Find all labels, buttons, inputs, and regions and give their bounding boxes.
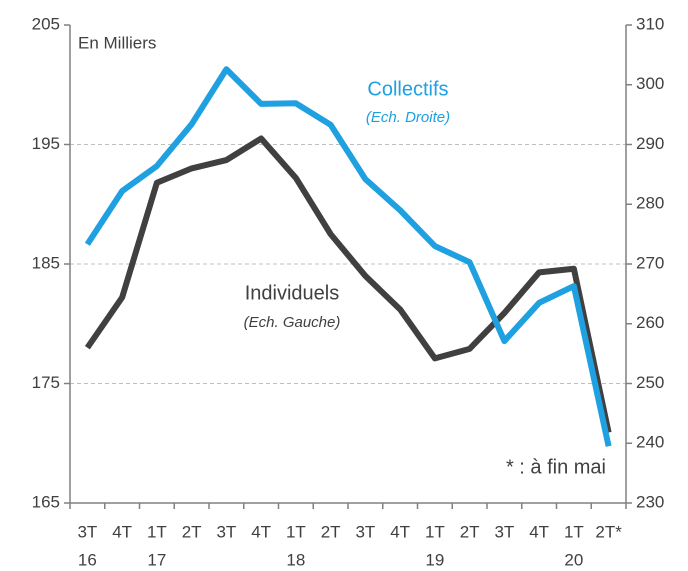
y2-tick-label: 250 [636, 373, 664, 392]
series-label: Individuels [245, 282, 340, 304]
series-label: Collectifs [367, 78, 448, 100]
x-tick-label: 3T [216, 522, 236, 541]
y-tick-label: 175 [32, 373, 60, 392]
x-tick-label: 1T [286, 522, 306, 541]
x-tick-label: 2T [321, 522, 341, 541]
y2-tick-label: 310 [636, 14, 664, 33]
y2-tick-label: 300 [636, 74, 664, 93]
y2-tick-label: 280 [636, 194, 664, 213]
series-line [84, 135, 612, 434]
x-tick-label: 2T* [595, 522, 622, 541]
unit-label: En Milliers [78, 33, 156, 52]
y-tick-label: 195 [32, 134, 60, 153]
note: * : à fin mai [506, 456, 606, 478]
x-tick-label: 3T [77, 522, 97, 541]
x-tick-label: 1T [425, 522, 445, 541]
y-tick-label: 205 [32, 14, 60, 33]
y2-tick-label: 270 [636, 253, 664, 272]
x-tick-label: 1T [147, 522, 167, 541]
y2-tick-label: 230 [636, 492, 664, 511]
y-tick-label: 185 [32, 253, 60, 272]
x-tick-label: 4T [112, 522, 132, 541]
x-group-label: 17 [147, 550, 166, 569]
x-tick-label: 4T [251, 522, 271, 541]
series-sublabel: (Ech. Droite) [366, 109, 450, 126]
x-group-label: 20 [564, 550, 583, 569]
x-tick-label: 2T [182, 522, 202, 541]
y2-tick-label: 290 [636, 134, 664, 153]
x-group-label: 19 [425, 550, 444, 569]
x-tick-label: 3T [494, 522, 514, 541]
series-sublabel: (Ech. Gauche) [244, 314, 341, 331]
series-line [84, 66, 612, 447]
y2-tick-label: 240 [636, 433, 664, 452]
x-tick-label: 4T [529, 522, 549, 541]
x-tick-label: 3T [355, 522, 375, 541]
x-tick-label: 4T [390, 522, 410, 541]
y2-tick-label: 260 [636, 313, 664, 332]
x-group-label: 16 [78, 550, 97, 569]
x-group-label: 18 [286, 550, 305, 569]
x-tick-label: 2T [460, 522, 480, 541]
y-tick-label: 165 [32, 492, 60, 511]
x-tick-label: 1T [564, 522, 584, 541]
